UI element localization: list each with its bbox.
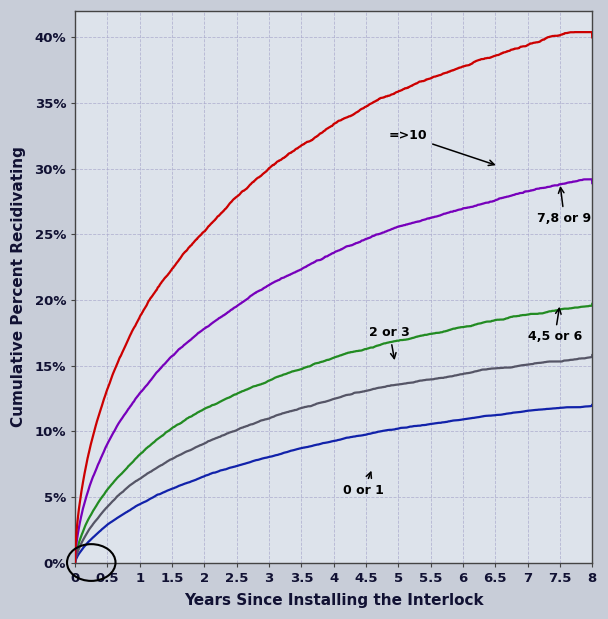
Text: 2 or 3: 2 or 3 <box>369 326 410 358</box>
Text: 7,8 or 9: 7,8 or 9 <box>537 188 592 225</box>
Text: 4,5 or 6: 4,5 or 6 <box>528 308 582 343</box>
Text: =>10: =>10 <box>389 129 494 165</box>
X-axis label: Years Since Installing the Interlock: Years Since Installing the Interlock <box>184 593 483 608</box>
Text: 0 or 1: 0 or 1 <box>344 472 384 497</box>
Y-axis label: Cumulative Percent Recidivating: Cumulative Percent Recidivating <box>11 146 26 427</box>
